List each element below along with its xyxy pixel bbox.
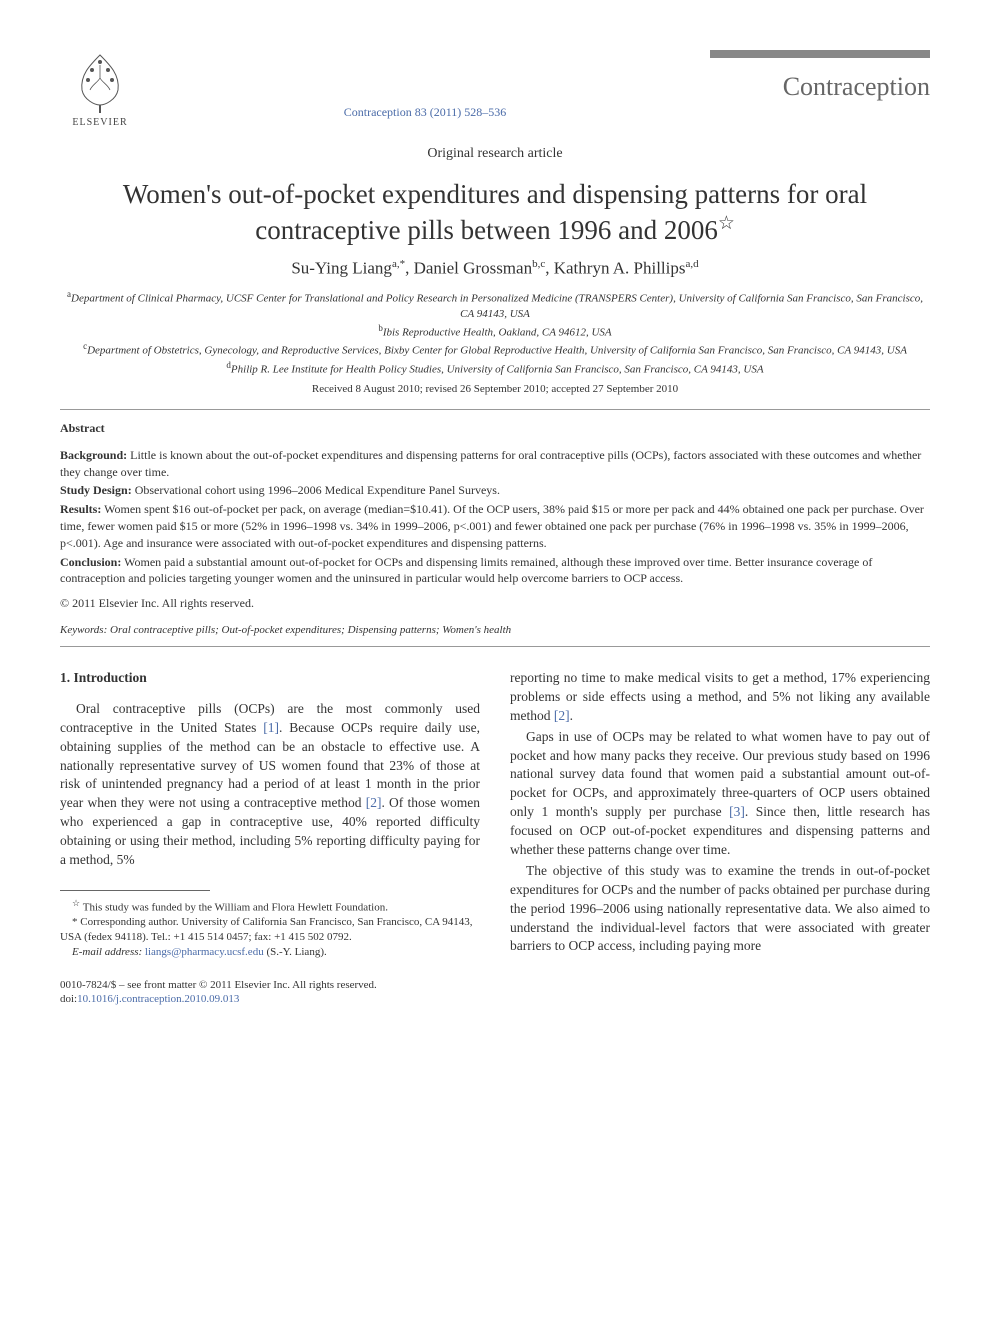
- aff-a: Department of Clinical Pharmacy, UCSF Ce…: [71, 293, 923, 320]
- body-columns: 1. Introduction Oral contraceptive pills…: [60, 669, 930, 1007]
- footnote-corr-text: Corresponding author. University of Cali…: [60, 916, 473, 943]
- aff-b: Ibis Reproductive Health, Oakland, CA 94…: [383, 326, 612, 338]
- footnote-rule: [60, 890, 210, 891]
- ref-1-link[interactable]: [1]: [263, 720, 279, 735]
- abstract-copyright: © 2011 Elsevier Inc. All rights reserved…: [60, 595, 930, 612]
- column-right: reporting no time to make medical visits…: [510, 669, 930, 1007]
- footnote-email-address[interactable]: liangs@pharmacy.ucsf.edu: [142, 946, 264, 958]
- footnote-funding-symbol: ☆: [72, 898, 80, 908]
- citation-line: Contraception 83 (2011) 528–536: [140, 105, 710, 120]
- ref-2b-link[interactable]: [2]: [554, 708, 570, 723]
- title-line-2: contraceptive pills between 1996 and 200…: [255, 215, 718, 245]
- page-header: ELSEVIER Contraception 83 (2011) 528–536…: [60, 50, 930, 128]
- abstract-conclusion: Conclusion: Women paid a substantial amo…: [60, 554, 930, 588]
- authors: Su-Ying Lianga,*, Daniel Grossmanb,c, Ka…: [60, 258, 930, 279]
- keywords-text: Oral contraceptive pills; Out-of-pocket …: [107, 624, 511, 636]
- elsevier-tree-icon: [70, 50, 130, 115]
- author-2-sup: b,c: [532, 258, 545, 270]
- author-3-sup: a,d: [686, 258, 699, 270]
- footnote-email: E-mail address: liangs@pharmacy.ucsf.edu…: [60, 945, 480, 960]
- intro-para-1: Oral contraceptive pills (OCPs) are the …: [60, 700, 480, 870]
- affiliations: aDepartment of Clinical Pharmacy, UCSF C…: [60, 288, 930, 377]
- footnote-corresponding: * Corresponding author. University of Ca…: [60, 915, 480, 945]
- footnote-funding-text: This study was funded by the William and…: [80, 902, 388, 914]
- publisher-label: ELSEVIER: [72, 117, 127, 128]
- aff-c: Department of Obstetrics, Gynecology, an…: [87, 345, 907, 357]
- keywords-label: Keywords:: [60, 624, 107, 636]
- abstract-background-label: Background:: [60, 448, 127, 462]
- abstract-background-text: Little is known about the out-of-pocket …: [60, 448, 921, 479]
- footnote-email-paren: (S.-Y. Liang).: [264, 946, 327, 958]
- section-1-heading: 1. Introduction: [60, 669, 480, 688]
- abstract-heading: Abstract: [60, 420, 930, 437]
- intro-para-3: The objective of this study was to exami…: [510, 862, 930, 956]
- abstract-design-text: Observational cohort using 1996–2006 Med…: [132, 483, 500, 497]
- author-2: , Daniel Grossman: [405, 258, 532, 277]
- abstract-background: Background: Little is known about the ou…: [60, 447, 930, 481]
- abstract-conclusion-label: Conclusion:: [60, 555, 121, 569]
- intro-para-1-cont: reporting no time to make medical visits…: [510, 669, 930, 726]
- ref-2a-link[interactable]: [2]: [366, 795, 382, 810]
- footer-doi: doi:10.1016/j.contraception.2010.09.013: [60, 992, 480, 1006]
- intro-para-2: Gaps in use of OCPs may be related to wh…: [510, 728, 930, 860]
- publisher-logo-block: ELSEVIER: [60, 50, 140, 128]
- received-dates: Received 8 August 2010; revised 26 Septe…: [60, 383, 930, 395]
- abstract-results-label: Results:: [60, 502, 101, 516]
- journal-bar: [710, 50, 930, 58]
- keywords: Keywords: Oral contraceptive pills; Out-…: [60, 624, 930, 636]
- footnotes: ☆ This study was funded by the William a…: [60, 897, 480, 960]
- abstract-conclusion-text: Women paid a substantial amount out-of-p…: [60, 555, 872, 586]
- abstract-design-label: Study Design:: [60, 483, 132, 497]
- intro-cont-a: reporting no time to make medical visits…: [510, 670, 930, 723]
- article-title: Women's out-of-pocket expenditures and d…: [60, 178, 930, 248]
- abstract-block: Abstract Background: Little is known abo…: [60, 420, 930, 612]
- intro-cont-b: .: [570, 708, 573, 723]
- footnote-email-label: E-mail address:: [72, 946, 142, 958]
- title-note-symbol: ☆: [718, 213, 735, 234]
- journal-block: Contraception: [710, 50, 930, 102]
- journal-name: Contraception: [710, 72, 930, 102]
- abstract-results-text: Women spent $16 out-of-pocket per pack, …: [60, 502, 924, 550]
- author-1-sup: a,*: [392, 258, 405, 270]
- aff-d: Philip R. Lee Institute for Health Polic…: [231, 363, 764, 375]
- footer-front-matter: 0010-7824/$ – see front matter © 2011 El…: [60, 978, 480, 992]
- author-3: , Kathryn A. Phillips: [545, 258, 685, 277]
- author-1: Su-Ying Liang: [291, 258, 392, 277]
- rule-bottom: [60, 646, 930, 647]
- footnote-funding: ☆ This study was funded by the William a…: [60, 897, 480, 916]
- abstract-results: Results: Women spent $16 out-of-pocket p…: [60, 501, 930, 551]
- column-left: 1. Introduction Oral contraceptive pills…: [60, 669, 480, 1007]
- ref-3-link[interactable]: [3]: [729, 804, 745, 819]
- article-type: Original research article: [60, 146, 930, 162]
- footer-doi-label: doi:: [60, 993, 77, 1005]
- abstract-design: Study Design: Observational cohort using…: [60, 482, 930, 499]
- rule-top: [60, 409, 930, 410]
- footer: 0010-7824/$ – see front matter © 2011 El…: [60, 978, 480, 1007]
- footer-doi-link[interactable]: 10.1016/j.contraception.2010.09.013: [77, 993, 239, 1005]
- title-line-1: Women's out-of-pocket expenditures and d…: [123, 179, 867, 209]
